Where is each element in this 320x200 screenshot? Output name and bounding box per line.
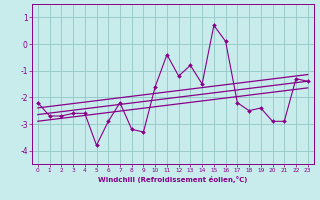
X-axis label: Windchill (Refroidissement éolien,°C): Windchill (Refroidissement éolien,°C) <box>98 176 247 183</box>
